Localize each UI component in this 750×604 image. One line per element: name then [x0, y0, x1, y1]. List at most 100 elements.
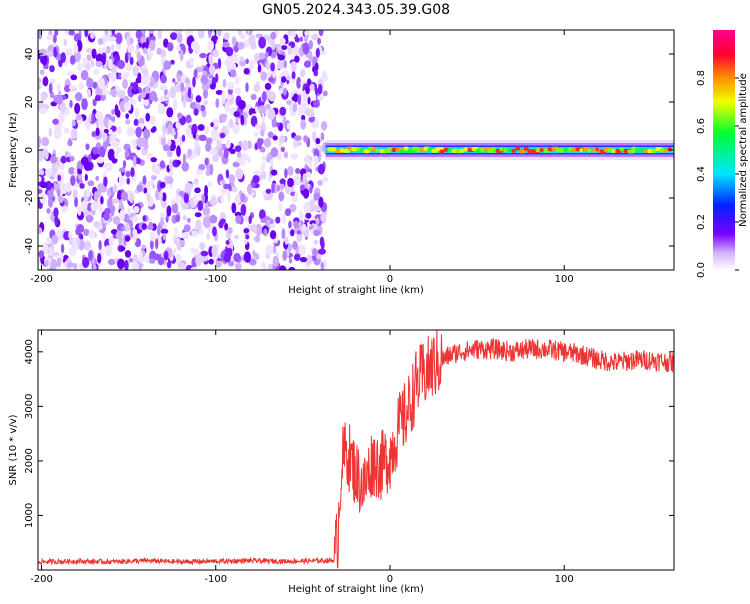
noise-blob	[227, 88, 233, 95]
noise-blob	[151, 175, 157, 181]
noise-blob	[204, 157, 209, 166]
noise-blob	[69, 99, 73, 108]
noise-blob	[141, 42, 149, 51]
noise-blob	[57, 188, 61, 197]
noise-blob	[103, 128, 109, 134]
noise-blob	[234, 87, 242, 95]
signal-core-patch	[539, 148, 544, 152]
noise-blob	[176, 32, 183, 44]
noise-blob	[98, 201, 103, 214]
noise-blob	[227, 247, 233, 257]
noise-blob	[302, 173, 307, 185]
noise-blob	[200, 250, 209, 257]
snr-x-tick-label: -100	[204, 574, 227, 585]
noise-blob	[320, 132, 325, 141]
noise-blob	[313, 192, 321, 201]
noise-blob	[194, 248, 200, 256]
noise-blob	[270, 62, 275, 72]
noise-blob	[53, 182, 57, 191]
noise-blob	[103, 176, 108, 187]
noise-blob	[173, 127, 178, 140]
colorbar: 0.0 0.2 0.4 0.6 0.8 Normalized spectral ampl…	[696, 30, 749, 278]
noise-blob	[97, 252, 102, 264]
noise-blob	[140, 35, 147, 45]
noise-blob	[229, 62, 237, 70]
noise-blob	[166, 150, 173, 158]
noise-blob	[261, 113, 265, 123]
noise-blob	[39, 108, 48, 115]
noise-blob	[284, 208, 292, 217]
noise-blob	[119, 199, 123, 209]
noise-blob	[302, 42, 310, 55]
signal-core-patch	[567, 147, 573, 152]
noise-blob	[60, 155, 67, 164]
noise-blob	[276, 184, 281, 192]
noise-blob	[301, 114, 306, 122]
noise-blob	[234, 211, 242, 217]
noise-blob	[303, 202, 311, 214]
noise-blob	[75, 114, 82, 121]
noise-blob	[148, 30, 154, 34]
noise-blob	[195, 254, 203, 267]
noise-blob	[70, 74, 78, 81]
noise-blob	[74, 197, 79, 208]
noise-blob	[264, 82, 272, 90]
noise-blob	[148, 49, 154, 59]
noise-blob	[268, 91, 276, 102]
noise-blob	[261, 161, 266, 169]
noise-blob	[83, 240, 92, 251]
noise-blob	[198, 163, 206, 171]
noise-blob	[263, 194, 272, 201]
noise-blob	[133, 232, 137, 244]
noise-blob	[303, 35, 309, 43]
noise-blob	[69, 55, 76, 65]
noise-blob	[203, 87, 208, 99]
noise-blob	[115, 42, 121, 50]
signal-core-patch	[511, 148, 517, 153]
snr-y-tick-label: 2000	[24, 448, 35, 473]
noise-blob	[200, 74, 209, 85]
noise-blob	[82, 257, 90, 268]
noise-blob	[224, 222, 229, 231]
noise-blob	[211, 35, 218, 41]
noise-blob	[311, 33, 319, 41]
noise-blob	[283, 59, 287, 69]
noise-blob	[291, 61, 297, 71]
noise-blob	[199, 104, 206, 112]
noise-blob	[293, 220, 300, 229]
noise-blob	[182, 215, 187, 221]
noise-blob	[272, 245, 277, 254]
noise-blob	[137, 72, 142, 82]
noise-blob	[125, 63, 133, 72]
noise-blob	[136, 51, 141, 61]
noise-blob	[305, 212, 312, 219]
noise-blob	[253, 170, 261, 176]
noise-blob	[53, 127, 62, 140]
noise-blob	[179, 49, 184, 62]
noise-blob	[180, 81, 185, 93]
colorbar-tick-label: 0.0	[696, 262, 707, 278]
noise-blob	[86, 77, 94, 89]
noise-blob	[73, 43, 79, 54]
noise-blob	[107, 58, 113, 70]
noise-blob	[98, 146, 106, 159]
noise-blob	[125, 119, 131, 125]
noise-blob	[253, 131, 259, 137]
noise-blob	[86, 122, 90, 132]
noise-blob	[185, 127, 192, 136]
noise-blob	[39, 193, 47, 204]
noise-blob	[124, 260, 129, 270]
noise-blob	[68, 231, 72, 239]
noise-blob	[313, 155, 319, 165]
noise-blob	[212, 226, 217, 237]
noise-blob	[201, 84, 207, 90]
noise-blob	[108, 36, 117, 42]
noise-blob	[264, 216, 271, 221]
noise-blob	[53, 207, 59, 218]
noise-blob	[135, 126, 142, 138]
noise-blob	[95, 60, 103, 68]
noise-blob	[283, 151, 289, 159]
noise-blob	[130, 167, 135, 178]
noise-blob	[243, 68, 250, 75]
noise-blob	[142, 68, 149, 77]
